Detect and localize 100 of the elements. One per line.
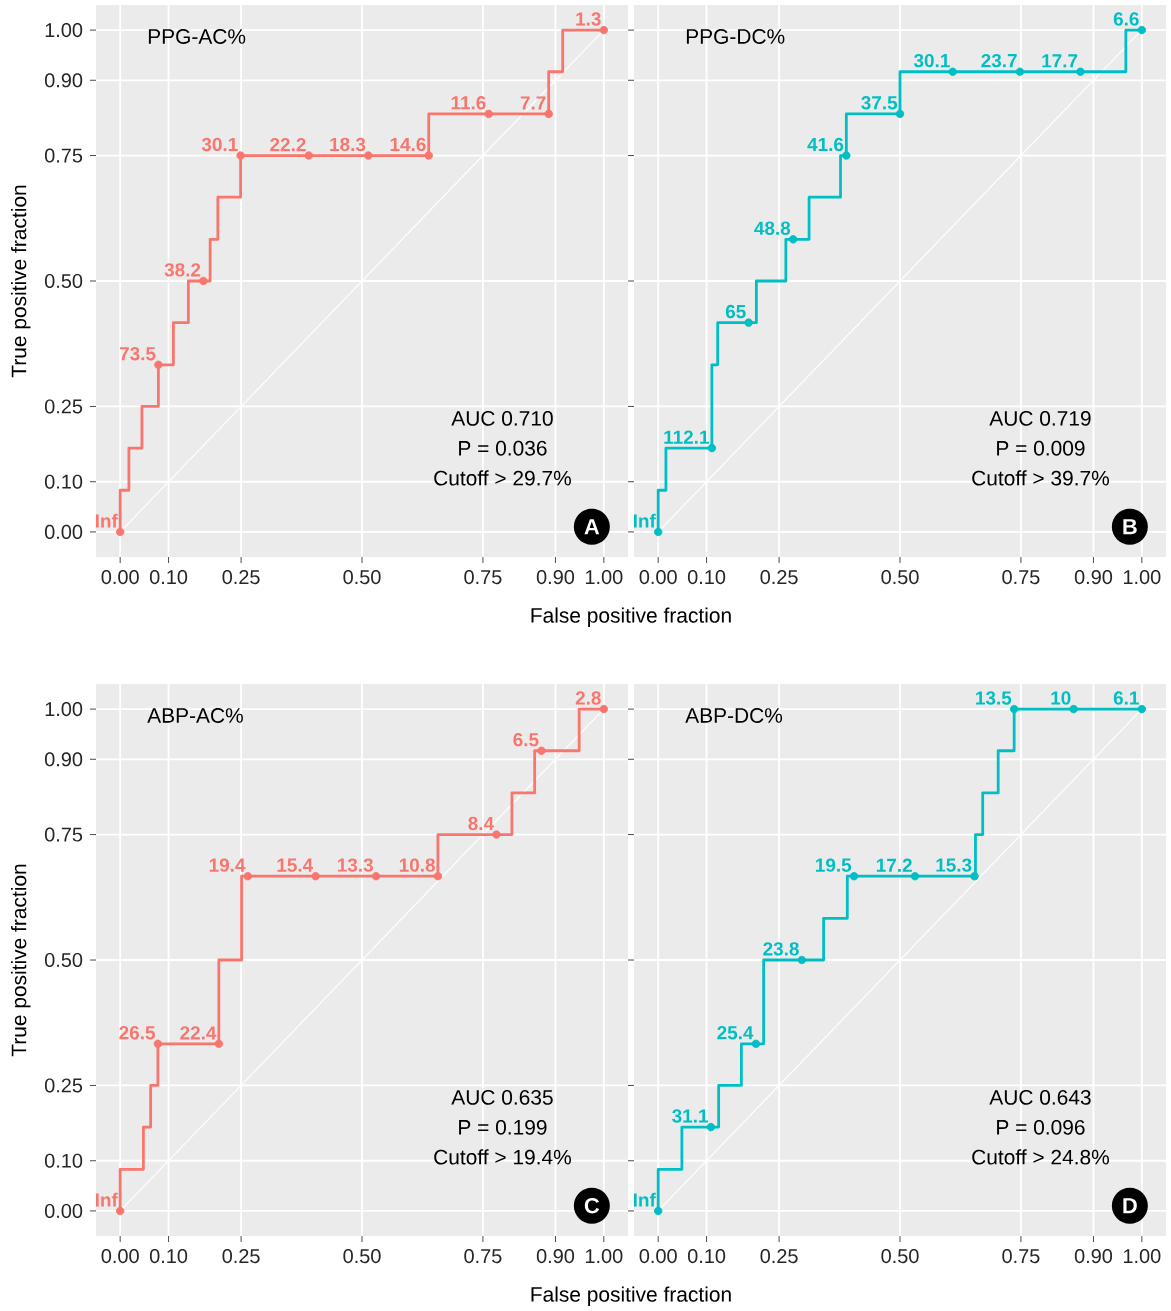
annotation: Cutoff > 29.7% (434, 470, 571, 486)
annotation: 22.4 (180, 1026, 217, 1040)
annotation: C (584, 1197, 600, 1214)
annotation: 112.1 (664, 430, 709, 444)
point (1009, 704, 1019, 714)
y-axis-title: True positive fraction (11, 864, 31, 1057)
point (1015, 67, 1025, 76)
annotation: B (1123, 519, 1137, 535)
x-tick-label: 0.90 (536, 1249, 575, 1264)
point (910, 872, 920, 881)
point (1076, 67, 1085, 76)
annotation: 13.5 (976, 691, 1012, 705)
annotation: 22.2 (270, 137, 306, 152)
text: PPG-AC% (148, 29, 246, 44)
annotation: AUC 0.719 (989, 410, 1091, 426)
point (153, 1039, 163, 1048)
annotation: 1.3 (576, 12, 601, 26)
y-tick-label: 0.25 (44, 1078, 83, 1093)
annotation: Inf (95, 513, 118, 528)
x-tick-label: 0.25 (222, 1249, 260, 1264)
x-tick-label: 0.00 (639, 570, 677, 585)
annotation: 48.8 (754, 221, 791, 235)
point (1137, 704, 1147, 714)
x-tick-label: 0.75 (1002, 570, 1040, 585)
x-tick-label: 1.00 (585, 1249, 623, 1264)
point (970, 872, 979, 881)
y-tick-label: 0.00 (44, 524, 83, 539)
y-tick-label: 0.75 (44, 148, 83, 163)
point (751, 1039, 761, 1048)
text: ABP-AC% (147, 708, 243, 723)
point (484, 109, 493, 119)
point (744, 318, 753, 327)
point (199, 276, 208, 286)
annotation: Cutoff > 24.8% (972, 1149, 1109, 1165)
annotation: 2.8 (575, 691, 601, 705)
annotation: 31.1 (672, 1109, 708, 1123)
point (311, 872, 320, 881)
annotation: 15.4 (277, 858, 314, 872)
annotation: 73.5 (119, 346, 156, 361)
annotation: 13.3 (337, 858, 373, 872)
annotation: 6.5 (513, 732, 539, 747)
point (544, 109, 553, 119)
x-tick-label: 0.25 (760, 570, 798, 585)
annotation: 23.7 (981, 53, 1017, 68)
point (1137, 25, 1147, 35)
x-tick-label: 0.50 (881, 570, 919, 585)
annotation: A (584, 519, 600, 535)
x-tick-label: 1.00 (1123, 570, 1161, 585)
annotation: 25.4 (717, 1026, 754, 1040)
annotation: 17.7 (1042, 54, 1078, 68)
x-axis-title: False positive fraction (531, 1286, 731, 1306)
annotation: 10.8 (399, 858, 435, 872)
annotation: 30.1 (201, 137, 238, 152)
y-tick-label: 1.00 (45, 702, 83, 717)
y-tick-label: 0.10 (44, 1153, 83, 1168)
annotation: Cutoff > 19.4% (434, 1149, 571, 1165)
x-tick-label: 0.25 (760, 1249, 798, 1264)
point (154, 360, 163, 369)
y-axis-title: True positive fraction (11, 185, 31, 378)
x-axis-title: False positive fraction (531, 607, 731, 627)
x-tick-label: 1.00 (1123, 1249, 1161, 1264)
point (424, 151, 433, 160)
x-tick-label: 0.50 (343, 570, 381, 585)
annotation: 18.3 (330, 137, 366, 152)
annotation: Cutoff > 39.7% (972, 470, 1109, 486)
annotation: 26.5 (119, 1026, 155, 1040)
x-tick-label: 0.90 (1074, 570, 1113, 585)
point (116, 1206, 125, 1216)
annotation: 30.1 (913, 53, 950, 68)
annotation: Inf (95, 1192, 118, 1207)
point (433, 872, 443, 881)
point (537, 746, 546, 755)
x-tick-label: 0.10 (687, 1249, 726, 1264)
point (243, 872, 253, 881)
annotation: 19.4 (209, 858, 246, 872)
point (364, 151, 373, 160)
y-tick-label: 0.90 (44, 73, 83, 88)
annotation: 37.5 (861, 96, 898, 110)
y-tick-label: 1.00 (45, 23, 83, 38)
annotation: 14.6 (390, 137, 426, 152)
text: PPG-DC% (686, 29, 785, 44)
annotation: 38.2 (164, 263, 201, 277)
annotation: P = 0.199 (459, 1119, 547, 1135)
annotation: D (1123, 1198, 1137, 1214)
y-tick-label: 0.75 (44, 827, 83, 842)
x-tick-label: 0.10 (687, 570, 726, 585)
point (1069, 704, 1078, 714)
annotation: 65 (725, 304, 746, 319)
point (599, 704, 609, 714)
point (788, 235, 798, 244)
x-tick-label: 0.75 (464, 1249, 502, 1264)
point (654, 527, 663, 537)
annotation: 11.6 (451, 96, 486, 110)
annotation: 19.5 (816, 858, 852, 872)
x-tick-label: 0.10 (149, 1249, 188, 1264)
point (707, 443, 717, 453)
point (654, 1206, 663, 1216)
x-tick-label: 0.50 (881, 1249, 919, 1264)
y-tick-label: 0.25 (44, 399, 83, 414)
annotation: 15.3 (936, 858, 972, 872)
